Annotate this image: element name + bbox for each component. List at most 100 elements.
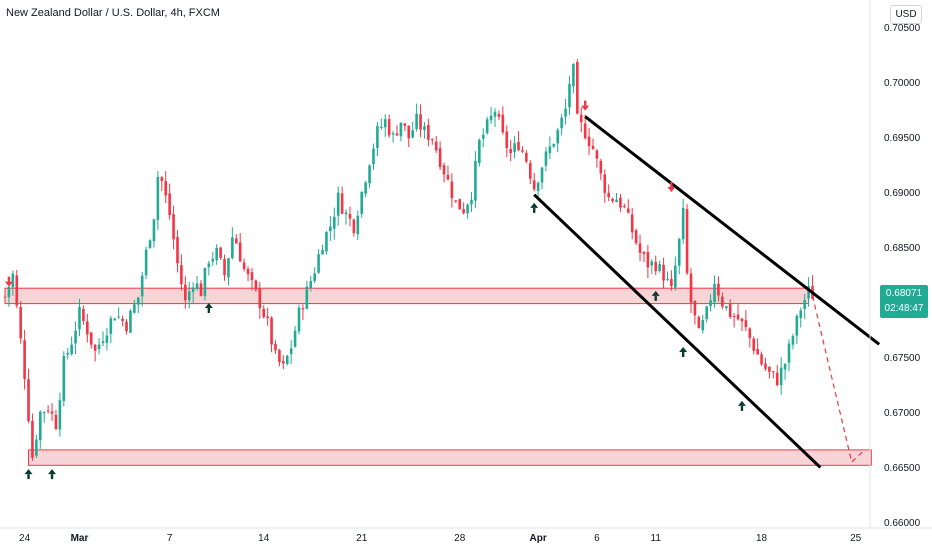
candle-body [528,163,532,179]
candle-body [164,181,168,196]
candle-body [509,149,512,154]
candle-body [760,354,763,365]
candle-body [552,144,556,147]
price-tick-label: 0.70000 [884,78,921,89]
candle-body [709,300,712,307]
candle-body [136,297,140,305]
candle-body [658,263,661,272]
channel-line-1[interactable] [533,193,822,469]
candle-body [35,439,38,456]
candle-body [121,318,124,321]
candle-body [579,114,583,123]
candle-body [775,372,779,386]
candle-body [211,258,215,262]
candle-body [556,129,560,144]
candle-body [470,199,473,205]
candle-body [481,134,485,139]
candle-body [234,238,238,244]
candle-body [97,344,101,350]
candle-body [623,206,626,208]
price-tick-label: 0.70500 [884,23,921,34]
projection-path[interactable] [811,295,864,464]
candle-body [270,317,273,345]
candle-body [674,265,677,288]
candle-body [666,279,669,281]
candle-body [254,280,258,290]
candle-body [215,247,218,261]
candle-body [399,122,403,137]
candle-body [619,197,622,208]
candle-body [38,411,42,441]
candle-body [86,321,89,335]
candle-body [415,113,418,130]
candle-body [795,315,799,336]
candle-body [513,143,516,152]
time-tick-label: 25 [850,533,862,544]
candle-body [787,343,791,363]
symbol-title: New Zealand Dollar / U.S. Dollar, 4h, FX… [6,7,220,19]
candle-body [764,363,767,369]
candle-body [199,283,203,297]
candle-body [219,247,222,258]
candle-body [454,200,458,202]
candle-body [313,273,316,281]
candle-body [293,330,297,347]
candle-body [360,192,364,214]
candle-body [3,296,7,298]
price-tick-label: 0.67500 [884,353,921,364]
candle-body [266,316,269,319]
zones-layer [4,287,872,466]
candle-body [58,400,62,430]
candle-body [223,259,226,276]
candle-body [305,286,309,309]
candle-body [713,283,716,303]
candle-body [144,249,148,276]
candle-body [803,300,806,309]
candle-body [289,348,293,354]
zone-1[interactable] [28,449,872,466]
up-arrow-icon [679,347,688,357]
candle-body [250,272,254,281]
price-tick-label: 0.66500 [884,463,921,474]
zone-0[interactable] [4,287,810,305]
candle-body [407,125,411,139]
candle-body [560,117,563,129]
candle-body [23,340,26,379]
candle-body [634,230,638,244]
price-axis: 0.70500 0.70000 0.69500 0.69000 0.68500 0.680… [884,23,921,529]
price-tick-label: 0.68500 [884,243,921,254]
candle-body [540,167,544,183]
candle-body [19,307,22,339]
candle-body [203,267,207,297]
candle-body [438,148,442,168]
candle-body [536,182,540,191]
candle-body [681,207,685,240]
up-arrow-icon [651,290,660,301]
candle-body [521,150,524,152]
candle-body [285,355,289,364]
candle-body [724,306,728,309]
candle-body [772,371,775,373]
candle-body [458,198,462,210]
candle-body [423,126,426,130]
time-tick-label: 6 [594,533,600,544]
candle-body [278,350,281,363]
candle-body [466,204,469,214]
channel-line-0[interactable] [584,115,881,346]
candle-body [493,111,497,117]
candle-body [344,212,348,215]
candle-body [317,254,320,273]
candle-body [517,142,520,151]
candle-body [168,193,171,216]
candle-body [74,330,77,344]
currency-button[interactable]: USD [890,5,922,24]
up-arrow-icon [24,469,33,480]
last-price-tag: 0.68071 02:48:47 [880,285,928,318]
candle-body [113,318,117,321]
annotation-lines-layer [533,115,881,469]
time-tick-label: 18 [756,533,768,544]
candle-body [807,286,810,299]
candle-body [372,148,375,165]
candle-body [125,321,128,332]
